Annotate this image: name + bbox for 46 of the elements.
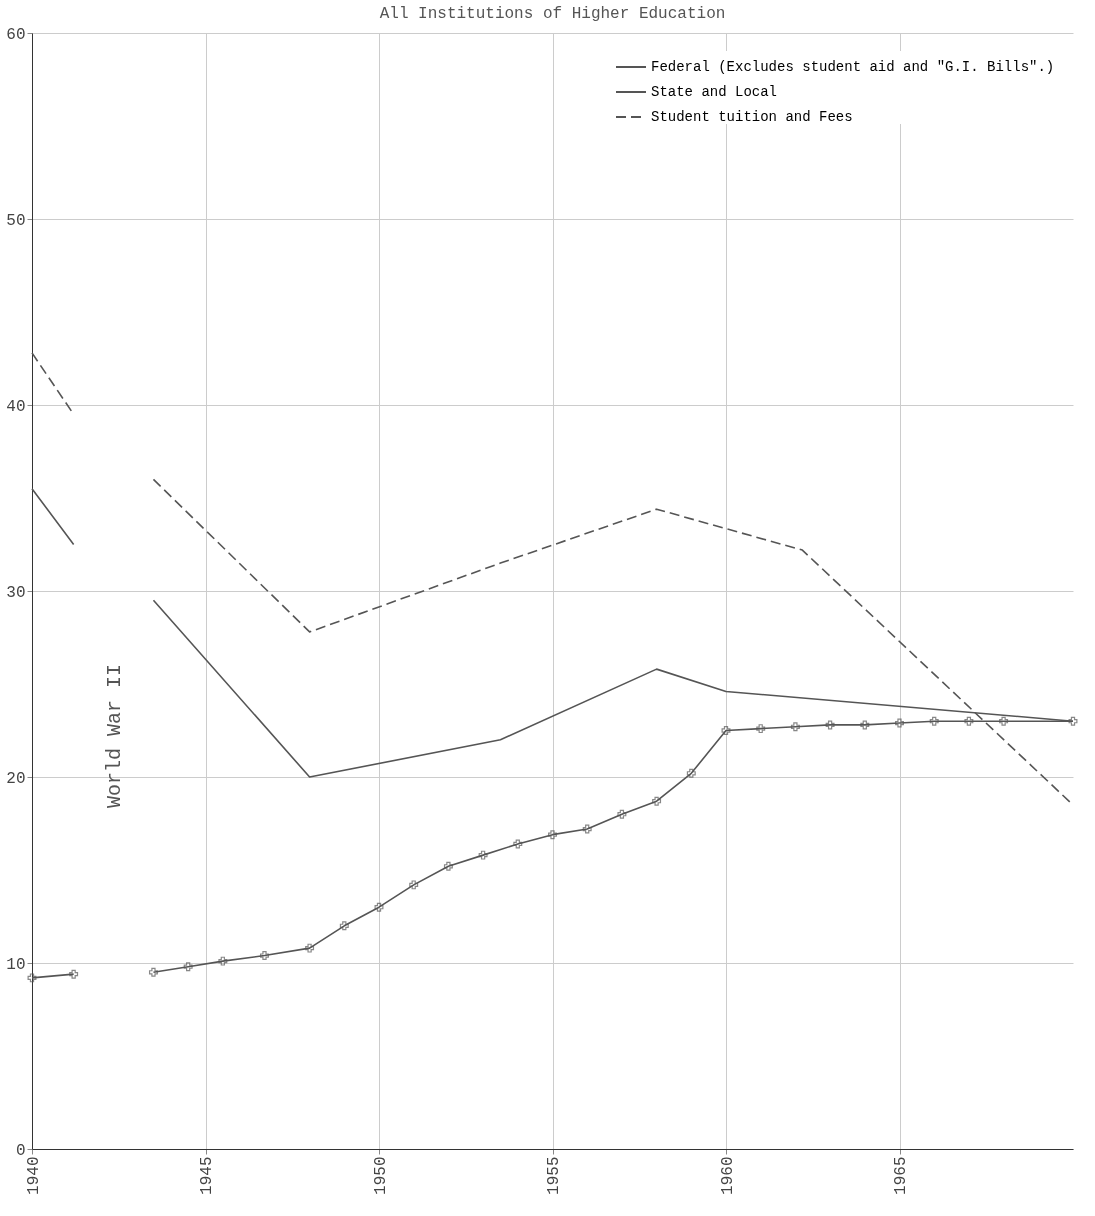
point <box>548 830 557 840</box>
x-tick-label: 1940 <box>24 1156 43 1195</box>
point <box>218 956 228 966</box>
point <box>964 716 974 726</box>
point <box>513 839 523 849</box>
point <box>374 902 384 912</box>
legend-label: Federal (Excludes student aid and "G.I. Bills".) <box>651 59 1055 75</box>
point <box>652 796 662 806</box>
annotation: World War II <box>102 664 126 809</box>
legend-label: State and Local <box>651 84 778 100</box>
point <box>1068 716 1078 726</box>
chart-title: All Institutions of Higher Education <box>379 5 726 23</box>
point <box>69 969 79 979</box>
y-tick-label: 30 <box>6 583 26 602</box>
y-tick-label: 40 <box>6 397 26 416</box>
y-tick-label: 10 <box>6 955 26 974</box>
point <box>860 720 870 730</box>
x-tick-label: 1955 <box>545 1156 563 1195</box>
point <box>339 921 349 931</box>
point <box>790 722 800 732</box>
point <box>825 720 835 730</box>
point <box>686 768 696 778</box>
point <box>443 861 453 871</box>
legend-label: Student tuition and Fees <box>651 109 853 125</box>
y-tick-label: 50 <box>6 211 26 230</box>
point <box>305 943 315 953</box>
point <box>148 967 158 977</box>
x-tick-label: 1960 <box>718 1156 737 1195</box>
point <box>929 716 939 726</box>
point <box>260 951 269 961</box>
point <box>183 962 193 972</box>
point <box>409 880 419 890</box>
point <box>895 718 904 728</box>
point <box>478 850 488 860</box>
x-tick-label: 1950 <box>371 1156 390 1195</box>
point <box>999 716 1009 726</box>
x-tick-label: 1945 <box>198 1156 216 1195</box>
x-tick-label: 1965 <box>892 1156 910 1195</box>
y-tick-label: 20 <box>6 769 26 788</box>
point <box>721 726 731 735</box>
point <box>27 973 37 983</box>
y-tick-label: 60 <box>6 25 26 44</box>
point <box>582 824 592 834</box>
y-tick-label: 0 <box>15 1141 26 1160</box>
point <box>756 724 766 734</box>
point <box>617 809 627 819</box>
